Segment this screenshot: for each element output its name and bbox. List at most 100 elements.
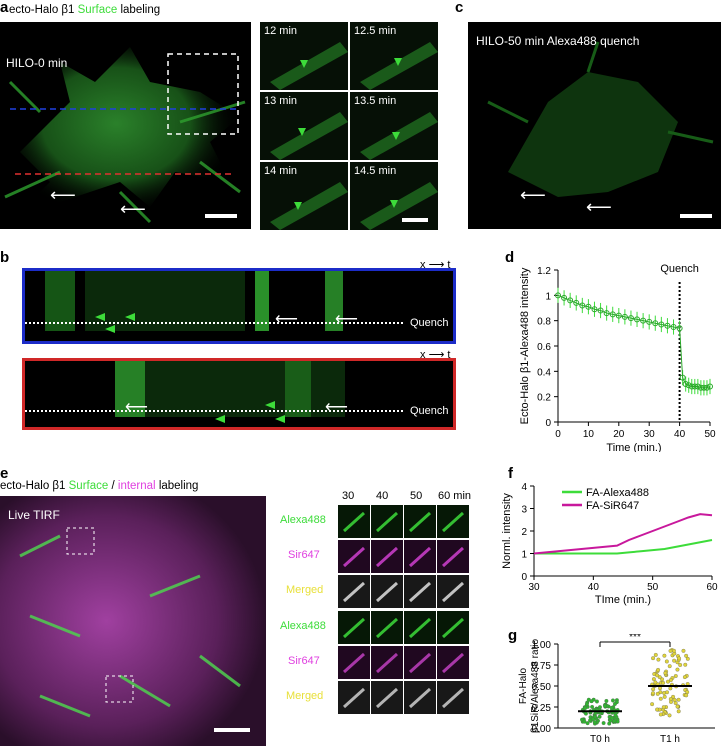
data-point: [700, 384, 707, 391]
channel-tile: [404, 505, 436, 538]
data-point: [668, 648, 673, 653]
row-label-alexa488: Alexa488: [280, 514, 326, 526]
channel-tile: [437, 681, 469, 714]
data-point: [652, 320, 659, 327]
row-label-sir647: Sir647: [288, 655, 320, 667]
panel-label-c: c: [455, 0, 464, 16]
channel-tile: [437, 540, 469, 573]
data-point: [627, 315, 634, 322]
data-point: [609, 705, 614, 710]
data-point: [668, 697, 673, 702]
data-point: [609, 716, 614, 720]
y-tick-label: 3: [521, 505, 527, 516]
arrow-icon: ⟵: [120, 199, 146, 219]
channel-tile: [404, 540, 436, 573]
data-point: [661, 705, 666, 710]
tile-13min: 13 min: [260, 92, 348, 160]
data-point: [676, 697, 681, 702]
data-point: [615, 312, 622, 319]
y-tick-label: 2: [521, 527, 527, 538]
data-point: [607, 721, 612, 726]
y-axis-label: Norml. intensity: [501, 493, 513, 569]
data-point: [671, 648, 676, 653]
channel-tile: [404, 611, 436, 644]
tile-12min: 12 min: [260, 22, 348, 90]
caption-suffix: labeling: [158, 480, 199, 492]
data-point: [584, 701, 589, 706]
time-label: 30: [342, 490, 355, 502]
data-point: [555, 292, 561, 299]
data-point: [662, 694, 667, 699]
data-point: [697, 384, 704, 391]
arrow-icon: ⟵: [125, 399, 148, 416]
y-tick-label: 0.4: [537, 367, 551, 378]
data-point: [675, 667, 680, 672]
image-label: Live TIRF: [8, 508, 60, 522]
y-tick-label: 0: [521, 572, 527, 583]
panel-label-a: a: [0, 0, 9, 16]
row-label-sir647: Sir647: [288, 549, 320, 561]
kymograph-red: Quench ⟵ ⟵: [22, 358, 456, 430]
legend-label: FA-Alexa488: [586, 487, 649, 499]
hilo-50min-quench-image: HILO-50 min Alexa488 quench ⟵ ⟵: [468, 22, 721, 229]
data-point: [583, 706, 588, 711]
channel-tile: [404, 646, 436, 679]
live-tirf-image: Live TIRF: [0, 496, 266, 746]
data-point: [676, 325, 683, 332]
data-point: [682, 381, 689, 387]
tile-14-5min: 14.5 min: [350, 162, 438, 230]
y-axis-label-line1: FA-Halo: [518, 668, 529, 705]
data-point: [603, 310, 610, 317]
channel-tile: [371, 575, 403, 608]
data-point: [597, 714, 602, 719]
y-axis-label-line2: β1SiR/Alexa488 ratio: [530, 638, 541, 733]
tile-label: 14.5 min: [354, 165, 397, 177]
data-point: [661, 681, 666, 685]
x-axis-label: TIme (min.): [595, 594, 651, 606]
x-axis-label: Time (min.): [606, 442, 661, 452]
data-point: [591, 306, 598, 313]
data-point: [621, 313, 628, 320]
data-point: [685, 690, 690, 695]
data-point: [667, 713, 672, 718]
x-tick-label: 60: [706, 582, 718, 593]
significance-label: ***: [629, 634, 641, 643]
data-point: [592, 720, 597, 725]
image-label: HILO-50 min Alexa488 quench: [476, 34, 640, 48]
channel-tile: [371, 540, 403, 573]
channel-tile: [404, 681, 436, 714]
channel-tile: [437, 611, 469, 644]
data-point: [653, 652, 658, 657]
data-point: [589, 699, 594, 704]
legend-label: FA-SiR647: [586, 500, 639, 512]
channel-tile: [371, 611, 403, 644]
x-tick-label: 40: [588, 582, 600, 593]
axis-x-label: x: [420, 349, 426, 361]
data-point: [651, 656, 655, 661]
data-point: [658, 712, 663, 717]
tile-label: 14 min: [264, 165, 298, 177]
x-tick-label: 30: [528, 582, 540, 593]
channel-tile: [437, 505, 469, 538]
x-tick-label: 50: [704, 429, 716, 440]
channel-tile: [338, 575, 370, 608]
tile-13-5min: 13.5 min: [350, 92, 438, 160]
caption-sep: /: [111, 480, 115, 492]
data-point: [673, 674, 678, 678]
data-point: [694, 383, 701, 390]
data-point: [650, 702, 655, 707]
y-tick-label: 0: [545, 418, 551, 429]
y-tick-label: 1: [521, 550, 527, 561]
data-point: [703, 384, 710, 391]
kymograph-blue: Quench ⟵ ⟵: [22, 268, 456, 344]
caption-suffix: labeling: [120, 4, 161, 16]
time-label: 60 min: [438, 490, 472, 502]
data-point: [684, 653, 689, 658]
data-point: [707, 383, 713, 390]
panel-label-d: d: [505, 249, 515, 266]
data-point: [691, 383, 698, 390]
data-point: [598, 705, 602, 710]
y-tick-label: 4: [521, 482, 527, 493]
caption-prefix: ecto-Halo β1: [9, 4, 75, 16]
channel-tile: [404, 575, 436, 608]
